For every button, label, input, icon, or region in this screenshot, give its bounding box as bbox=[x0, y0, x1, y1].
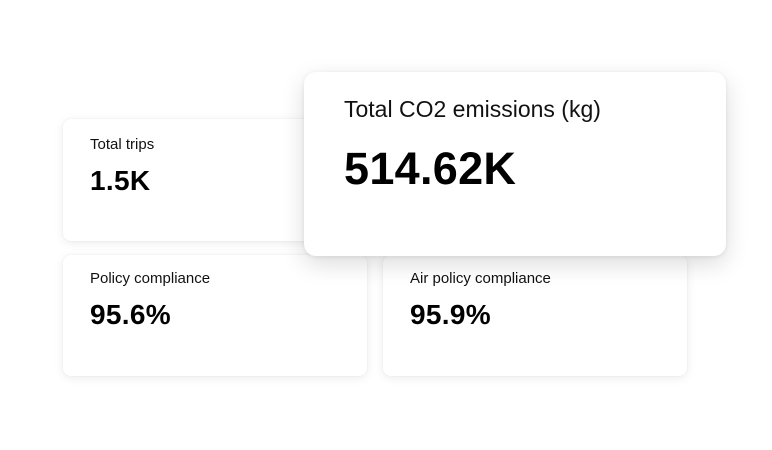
policy-compliance-value: 95.6% bbox=[90, 299, 171, 330]
air-policy-compliance-label: Air policy compliance bbox=[410, 270, 551, 287]
air-policy-compliance-card: Air policy compliance 95.9% bbox=[383, 255, 687, 376]
policy-compliance-label: Policy compliance bbox=[90, 270, 211, 287]
total-trips-value: 1.5K bbox=[90, 165, 151, 196]
co2-emissions-card: Total CO2 emissions (kg) 514.62K bbox=[304, 72, 726, 256]
air-policy-compliance-value: 95.9% bbox=[410, 299, 491, 330]
co2-emissions-label: Total CO2 emissions (kg) bbox=[344, 96, 601, 122]
co2-emissions-value: 514.62K bbox=[344, 143, 517, 194]
total-trips-label: Total trips bbox=[90, 136, 155, 153]
policy-compliance-card: Policy compliance 95.6% bbox=[63, 255, 367, 376]
